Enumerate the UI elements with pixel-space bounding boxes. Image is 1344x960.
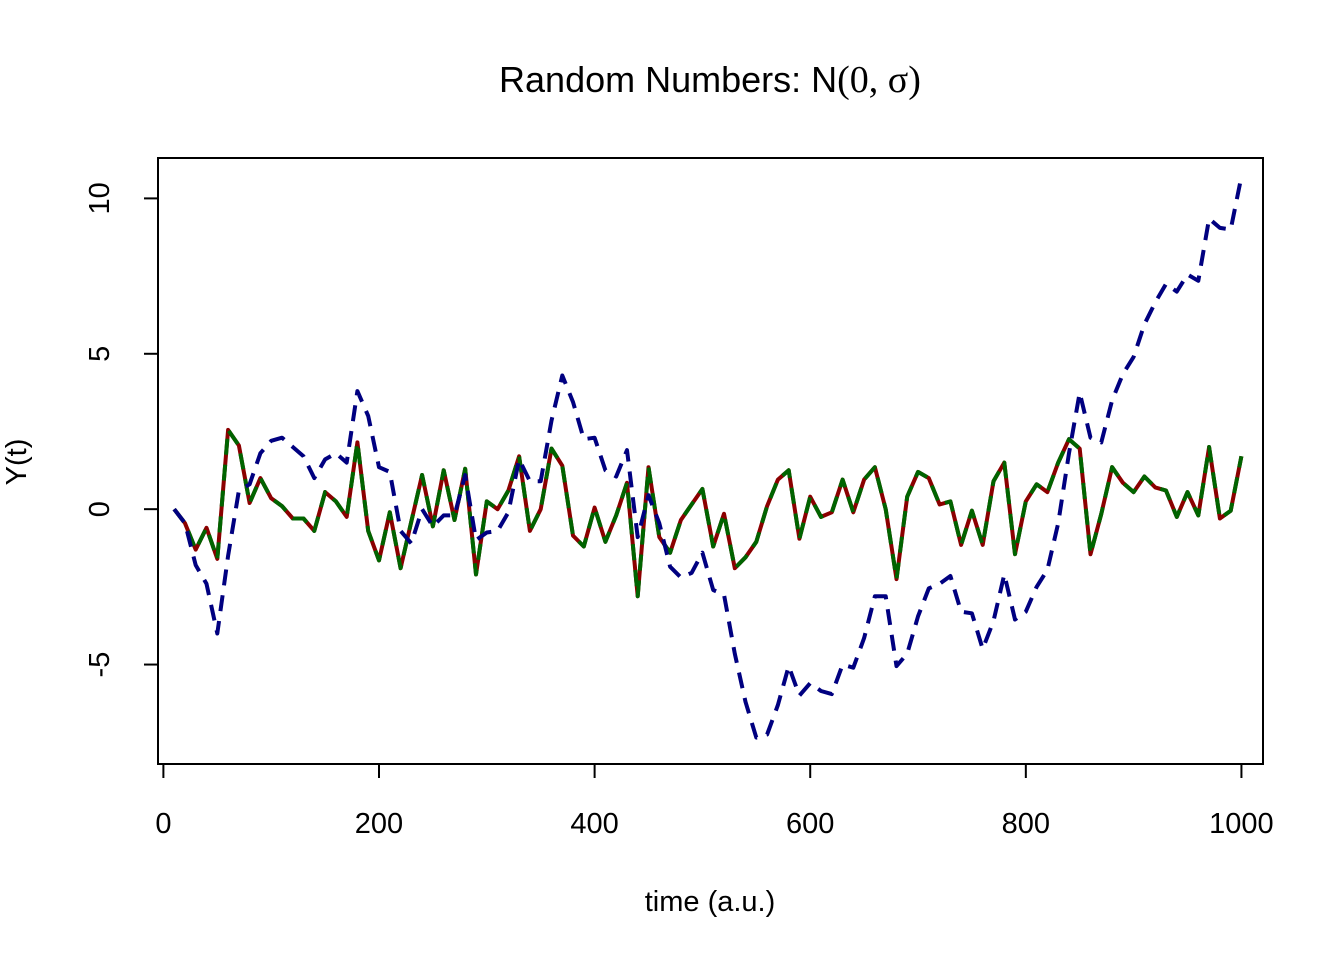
- y-tick-label: -5: [84, 652, 116, 678]
- y-tick-label: 5: [84, 346, 116, 362]
- x-tick-label: 400: [570, 808, 618, 840]
- x-tick-label: 200: [355, 808, 403, 840]
- series-line-2: [172, 427, 1244, 599]
- x-axis: 0 200 400 600 800 1000: [155, 763, 1274, 840]
- x-tick-label: 800: [1002, 808, 1050, 840]
- y-tick-label: 10: [84, 182, 116, 214]
- y-tick-label: 0: [84, 501, 116, 517]
- chart-title-text: Random Numbers: N: [499, 59, 837, 100]
- series-layer: [172, 176, 1244, 740]
- y-axis: -5 0 5 10: [84, 182, 159, 678]
- x-tick-label: 0: [155, 808, 171, 840]
- chart-title-math: (0, σ): [837, 59, 921, 101]
- series-line-3: [172, 176, 1244, 740]
- x-axis-label: time (a.u.): [645, 886, 776, 918]
- x-tick-label: 600: [786, 808, 834, 840]
- y-axis-label: Y(t): [1, 439, 33, 486]
- x-tick-label: 1000: [1209, 808, 1274, 840]
- chart-title: Random Numbers: N(0, σ): [499, 59, 921, 101]
